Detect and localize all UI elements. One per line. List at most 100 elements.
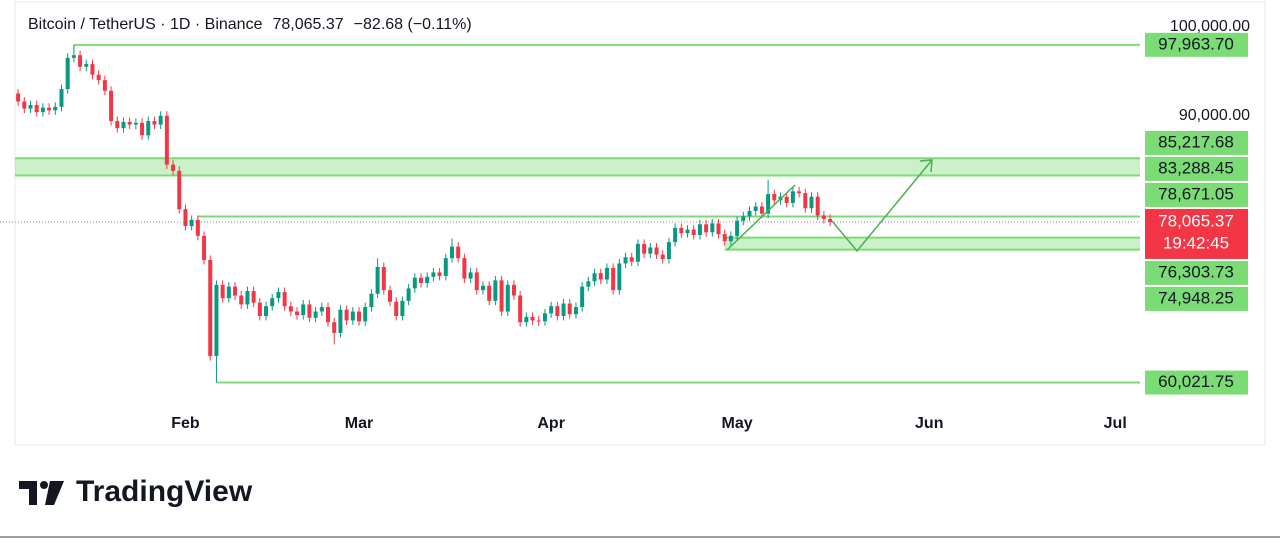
candle-body: [561, 303, 566, 316]
candle-body: [753, 206, 758, 211]
candle-body: [741, 216, 746, 221]
candle-body: [313, 311, 318, 318]
candle-body: [728, 235, 733, 242]
candle-body: [109, 90, 114, 122]
price-label-box: [1145, 260, 1248, 285]
candle-body: [611, 267, 616, 291]
zone: [15, 158, 1140, 176]
candle-body: [493, 280, 498, 301]
trend-line: [726, 184, 796, 251]
candle-body: [790, 191, 795, 203]
candle-body: [449, 246, 454, 259]
candle-body: [803, 193, 808, 209]
candle-body: [78, 55, 83, 67]
candle-body: [319, 307, 324, 312]
candle-body: [84, 64, 89, 67]
candle-body: [357, 311, 362, 322]
price-label-box: [1145, 182, 1248, 207]
price-label: 83,288.45: [1158, 158, 1234, 177]
candle-body: [505, 284, 510, 312]
x-tick-label: Jun: [915, 415, 943, 432]
x-tick-label: May: [722, 415, 753, 432]
candle-body: [710, 223, 715, 233]
price-label-box: [1145, 32, 1248, 57]
candle-body: [524, 316, 529, 323]
candle-body: [251, 291, 256, 303]
price-label: 97,963.70: [1158, 34, 1234, 53]
candle-body: [542, 313, 547, 322]
candle-body: [480, 285, 485, 291]
candle-body: [171, 164, 176, 171]
candle-body: [121, 121, 126, 129]
candle-body: [202, 235, 207, 260]
candle-body: [468, 272, 473, 279]
x-tick-label: Apr: [537, 415, 565, 432]
current-price-label: 78,065.37: [1158, 211, 1234, 230]
candle-body: [580, 286, 585, 308]
candle-body: [22, 101, 27, 109]
candle-body: [53, 106, 58, 111]
candle-body: [648, 247, 653, 254]
candle-body: [394, 301, 399, 316]
candle-body: [499, 280, 504, 312]
candle-body: [487, 285, 492, 301]
candle-body: [183, 209, 188, 227]
candle-body: [245, 291, 250, 305]
price-label-box: [1145, 130, 1248, 155]
candle-body: [28, 105, 33, 109]
candle-body: [220, 284, 225, 299]
candle-body: [573, 307, 578, 315]
price-label-box: [1145, 286, 1248, 311]
candle-body: [772, 194, 777, 201]
projection-arrow: [831, 159, 933, 253]
candle-body: [369, 293, 374, 308]
candle-body: [195, 219, 200, 236]
candle-body: [536, 320, 541, 322]
candle-body: [270, 298, 275, 307]
candle-body: [146, 121, 151, 136]
candle-body: [642, 243, 647, 254]
price-label: 85,217.68: [1158, 132, 1234, 151]
price-label-box: [1145, 370, 1248, 395]
candle-body: [666, 242, 671, 260]
x-tick-label: Jul: [1104, 415, 1127, 432]
candle-body: [567, 303, 572, 315]
candle-body: [691, 229, 696, 235]
x-tick-label: Mar: [345, 415, 373, 432]
candle-body: [530, 316, 535, 321]
candle-body: [363, 307, 368, 322]
candle-body: [437, 272, 442, 276]
candle-body: [697, 224, 702, 235]
candle-body: [326, 307, 331, 323]
y-tick-label: 100,000.00: [1170, 18, 1250, 35]
candle-body: [152, 121, 157, 125]
candle-body: [418, 277, 423, 284]
countdown-label: 19:42:45: [1163, 233, 1229, 252]
candle-body: [828, 218, 833, 222]
candle-body: [704, 224, 709, 233]
candle-body: [629, 257, 634, 262]
candle-body: [716, 223, 721, 235]
candle-body: [189, 219, 194, 227]
candle-body: [164, 115, 169, 165]
price-label-box: [1145, 156, 1248, 181]
candle-body: [47, 107, 52, 111]
candle-body: [604, 267, 609, 280]
candle-body: [722, 234, 727, 242]
brand-name: TradingView: [76, 475, 253, 508]
candle-body: [332, 322, 337, 333]
candle-body: [214, 284, 219, 357]
candle-body: [158, 115, 163, 125]
candle-body: [511, 284, 516, 296]
candle-body: [115, 121, 120, 129]
candle-body: [809, 196, 814, 209]
candle-body: [685, 229, 690, 234]
candle-body: [338, 309, 343, 333]
y-tick-label: 90,000.00: [1179, 107, 1250, 124]
candle-body: [555, 306, 560, 316]
candle-body: [735, 220, 740, 236]
candle-body: [71, 55, 76, 58]
candle-body: [276, 291, 281, 299]
price-label: 60,021.75: [1158, 372, 1234, 391]
